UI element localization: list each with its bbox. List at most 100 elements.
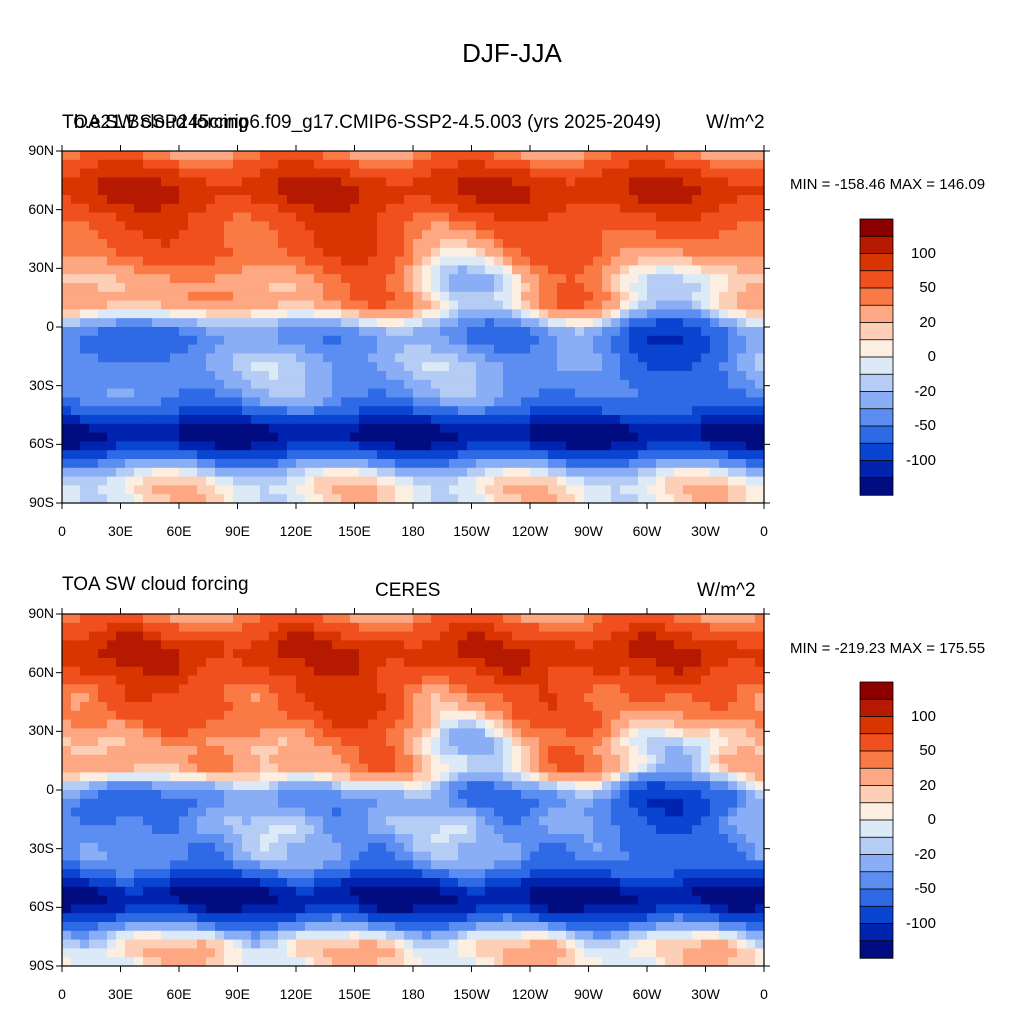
field-cell <box>557 781 567 791</box>
field-cell <box>332 476 342 486</box>
field-cell <box>566 335 576 346</box>
field-cell <box>143 309 153 319</box>
field-cell <box>62 344 72 354</box>
field-cell <box>467 702 477 712</box>
field-cell <box>575 432 585 442</box>
field-cell <box>188 379 198 390</box>
field-cell <box>557 159 567 170</box>
field-cell <box>431 177 441 187</box>
field-cell <box>512 415 522 425</box>
field-cell <box>269 772 279 782</box>
field-cell <box>341 476 351 486</box>
field-cell <box>395 494 405 504</box>
field-cell <box>557 406 567 416</box>
field-cell <box>476 406 486 416</box>
field-cell <box>458 622 468 633</box>
field-cell <box>89 666 99 677</box>
field-cell <box>746 485 756 495</box>
field-cell <box>260 265 270 275</box>
field-cell <box>467 790 477 800</box>
field-cell <box>719 371 729 381</box>
field-cell <box>719 684 729 694</box>
field-cell <box>305 622 315 633</box>
field-cell <box>476 702 486 712</box>
field-cell <box>323 151 333 161</box>
field-cell <box>71 247 81 258</box>
field-cell <box>665 737 675 747</box>
field-cell <box>719 327 729 337</box>
field-cell <box>323 450 333 460</box>
field-cell <box>566 763 576 773</box>
field-cell <box>359 195 369 205</box>
field-cell <box>467 781 477 791</box>
field-cell <box>710 379 720 390</box>
field-cell <box>701 291 711 302</box>
field-cell <box>431 485 441 495</box>
field-cell <box>737 379 747 390</box>
field-cell <box>80 159 90 170</box>
field-cell <box>359 728 369 738</box>
field-cell <box>602 807 612 817</box>
field-cell <box>323 693 333 703</box>
field-cell <box>98 353 108 363</box>
field-cell <box>368 763 378 773</box>
field-cell <box>458 666 468 677</box>
field-cell <box>314 772 324 782</box>
field-cell <box>728 195 738 205</box>
field-cell <box>188 710 198 721</box>
field-cell <box>233 798 243 809</box>
field-cell <box>629 168 639 178</box>
field-cell <box>494 283 504 293</box>
field-cell <box>305 772 315 782</box>
field-cell <box>674 291 684 302</box>
field-cell <box>368 702 378 712</box>
field-cell <box>314 274 324 284</box>
field-cell <box>233 362 243 372</box>
field-cell <box>746 790 756 800</box>
field-cell <box>449 239 459 249</box>
field-cell <box>386 151 396 161</box>
field-cell <box>737 467 747 478</box>
field-cell <box>188 195 198 205</box>
field-cell <box>431 186 441 196</box>
field-cell <box>242 151 252 161</box>
field-cell <box>665 746 675 756</box>
field-cell <box>161 781 171 791</box>
field-cell <box>755 763 765 773</box>
field-cell <box>305 283 315 293</box>
field-cell <box>134 754 144 765</box>
field-cell <box>134 816 144 826</box>
field-cell <box>746 397 756 407</box>
field-cell <box>359 631 369 641</box>
field-cell <box>413 781 423 791</box>
field-cell <box>476 344 486 354</box>
field-cell <box>359 640 369 650</box>
field-cell <box>395 432 405 442</box>
field-cell <box>548 309 558 319</box>
field-cell <box>521 459 531 469</box>
field-cell <box>206 415 216 425</box>
field-cell <box>215 746 225 756</box>
field-cell <box>557 309 567 319</box>
field-cell <box>125 807 135 817</box>
field-cell <box>413 291 423 302</box>
field-cell <box>494 353 504 363</box>
field-cell <box>737 614 747 624</box>
field-cell <box>134 790 144 800</box>
field-cell <box>287 467 297 478</box>
field-cell <box>278 327 288 337</box>
field-cell <box>368 151 378 161</box>
field-cell <box>755 666 765 677</box>
field-cell <box>629 441 639 451</box>
field-cell <box>593 684 603 694</box>
field-cell <box>629 406 639 416</box>
field-cell <box>404 309 414 319</box>
field-cell <box>62 300 72 310</box>
field-cell <box>125 344 135 354</box>
field-cell <box>98 658 108 668</box>
field-cell <box>296 450 306 460</box>
field-cell <box>629 710 639 721</box>
field-cell <box>71 300 81 310</box>
field-cell <box>458 300 468 310</box>
field-cell <box>269 710 279 721</box>
